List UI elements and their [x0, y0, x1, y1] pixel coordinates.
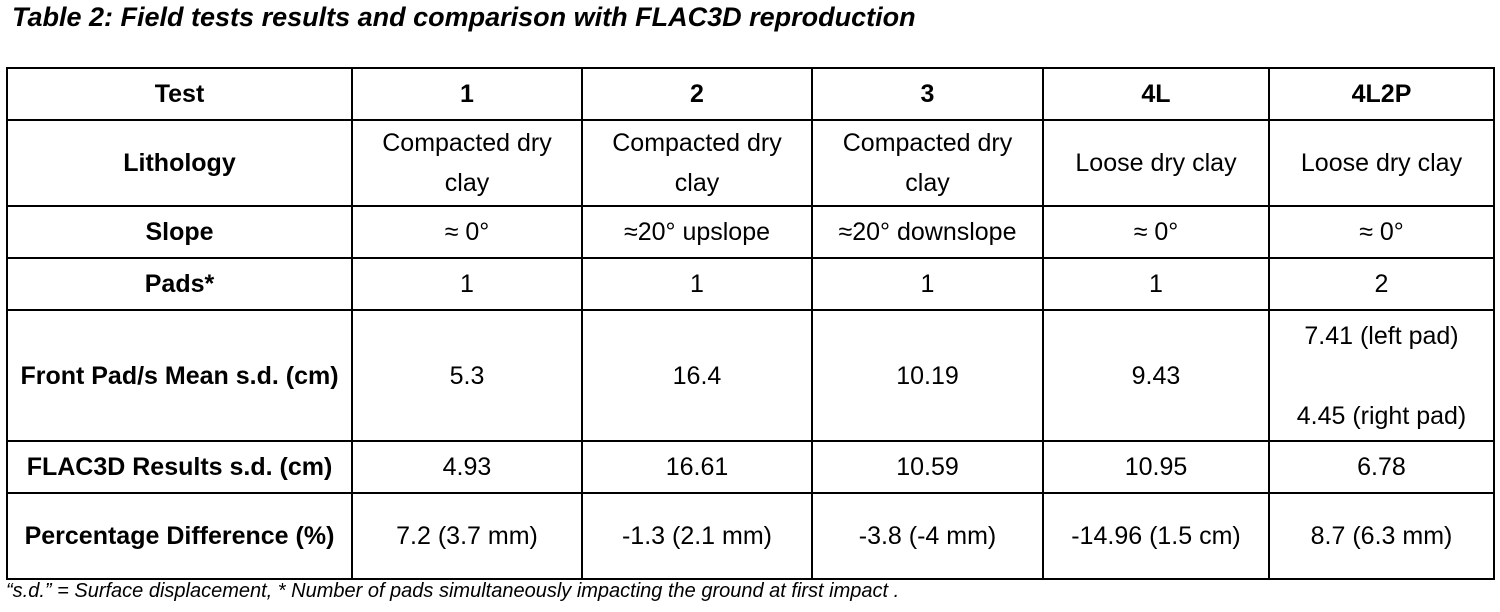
table-cell: ≈20° upslope [581, 205, 813, 259]
table-cell: 6.78 [1268, 440, 1495, 494]
row-label-lithology: Lithology [6, 119, 353, 207]
table-cell: 16.61 [581, 440, 813, 494]
table-cell: 1 [1042, 257, 1270, 311]
col-test-4l2p: 4L2P [1268, 67, 1495, 121]
table-row-percentage: Percentage Difference (%) 7.2 (3.7 mm) -… [6, 492, 1495, 580]
table-cell: ≈20° downslope [811, 205, 1044, 259]
left-pad-value: 7.41 (left pad) [1304, 321, 1459, 350]
table-cell: Compacted dry clay [351, 119, 583, 207]
table-cell: 10.19 [811, 309, 1044, 442]
row-label-test: Test [6, 67, 353, 121]
table-cell: 7.2 (3.7 mm) [351, 492, 583, 580]
table-cell: Compacted dry clay [811, 119, 1044, 207]
row-label-slope: Slope [6, 205, 353, 259]
row-label-front-pad: Front Pad/s Mean s.d. (cm) [6, 309, 353, 442]
col-test-2: 2 [581, 67, 813, 121]
table-row-slope: Slope ≈ 0° ≈20° upslope ≈20° downslope ≈… [6, 205, 1495, 259]
table-cell: 16.4 [581, 309, 813, 442]
table-cell: 5.3 [351, 309, 583, 442]
table-cell: 10.59 [811, 440, 1044, 494]
results-table: Test 1 2 3 4L 4L2P Lithology Compacted d… [6, 67, 1495, 580]
spacer [1276, 356, 1487, 396]
table-cell: ≈ 0° [1268, 205, 1495, 259]
table-cell: 1 [581, 257, 813, 311]
table-cell: -14.96 (1.5 cm) [1042, 492, 1270, 580]
row-label-pads: Pads* [6, 257, 353, 311]
table-header-row: Test 1 2 3 4L 4L2P [6, 67, 1495, 121]
col-test-4l: 4L [1042, 67, 1270, 121]
table-row-pads: Pads* 1 1 1 1 2 [6, 257, 1495, 311]
table-row-flac: FLAC3D Results s.d. (cm) 4.93 16.61 10.5… [6, 440, 1495, 494]
table-cell: 1 [351, 257, 583, 311]
table-cell: Compacted dry clay [581, 119, 813, 207]
table-cell: Loose dry clay [1268, 119, 1495, 207]
table-row-lithology: Lithology Compacted dry clay Compacted d… [6, 119, 1495, 207]
table-cell: 8.7 (6.3 mm) [1268, 492, 1495, 580]
table-cell: 4.93 [351, 440, 583, 494]
table-cell: Loose dry clay [1042, 119, 1270, 207]
table-cell: 9.43 [1042, 309, 1270, 442]
col-test-1: 1 [351, 67, 583, 121]
row-label-flac: FLAC3D Results s.d. (cm) [6, 440, 353, 494]
table-cell: -1.3 (2.1 mm) [581, 492, 813, 580]
table-caption: Table 2: Field tests results and compari… [12, 2, 916, 32]
table-cell: -3.8 (-4 mm) [811, 492, 1044, 580]
table-cell: 1 [811, 257, 1044, 311]
col-test-3: 3 [811, 67, 1044, 121]
table-cell: 10.95 [1042, 440, 1270, 494]
table-cell: ≈ 0° [351, 205, 583, 259]
row-label-percentage: Percentage Difference (%) [6, 492, 353, 580]
table-cell: 2 [1268, 257, 1495, 311]
table-footnote: “s.d.” = Surface displacement, * Number … [6, 580, 900, 602]
table-cell-front-pad-4l2p: 7.41 (left pad) 4.45 (right pad) [1268, 309, 1495, 442]
table-cell: ≈ 0° [1042, 205, 1270, 259]
table-row-front-pad: Front Pad/s Mean s.d. (cm) 5.3 16.4 10.1… [6, 309, 1495, 442]
right-pad-value: 4.45 (right pad) [1296, 401, 1467, 430]
